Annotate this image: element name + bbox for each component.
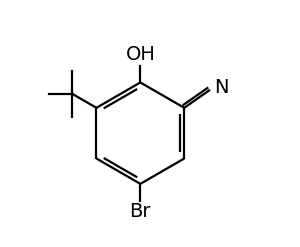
Text: N: N (214, 78, 229, 97)
Text: Br: Br (130, 202, 151, 221)
Text: OH: OH (125, 45, 155, 64)
